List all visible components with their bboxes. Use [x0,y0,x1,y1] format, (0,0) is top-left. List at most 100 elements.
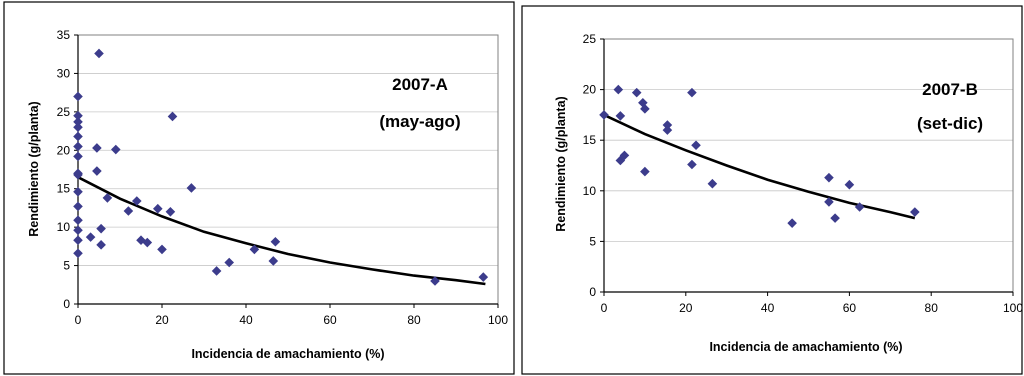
chart-b-x-tick-label: 20 [679,301,693,315]
chart-a-y-tick-label: 5 [63,259,70,273]
chart-b-data-point [640,166,650,177]
chart-a-annotation-year: 2007-A [392,75,448,94]
chart-a-data-point [73,170,83,180]
chart-a-data-point [224,257,234,268]
chart-panel-a: 0 5 10 15 20 25 30 35 0 20 40 60 80 100 Incidencia de… [3,1,515,375]
chart-a-data-point [132,196,142,206]
chart-b-x-tick-label: 100 [1003,301,1023,315]
chart-a-data-point [270,236,281,247]
chart-a-y-tick-label: 15 [57,182,71,196]
chart-b-data-point [824,172,834,183]
chart-a-data-point [73,215,83,226]
chart-a-tick-labels: 0 5 10 15 20 25 30 35 0 20 40 60 80 100 [57,28,509,327]
chart-a-y-tick-label: 25 [57,105,71,119]
chart-b-data-point [615,111,626,121]
chart-a-data-point [73,141,83,152]
chart-a-data-point [73,117,83,127]
chart-a-data-point [85,232,96,242]
chart-b-data-point [691,140,701,151]
chart-b-data-point [854,202,865,212]
chart-a-data-point [73,225,83,236]
chart-b-data-point [662,120,673,130]
chart-a-annotation-period: (may-ago) [379,112,460,131]
chart-a-points [73,48,489,286]
chart-a-y-tick-label: 10 [57,220,71,234]
chart-a-y-tick-label: 20 [57,143,71,157]
chart-a-data-point [153,203,163,214]
chart-a-data-point [123,206,134,216]
chart-a-trendline [77,176,486,286]
chart-a-data-point [249,244,260,255]
chart-a-data-point [167,111,178,122]
chart-a-data-point [102,193,113,203]
chart-b-y-tick-label: 20 [583,83,597,97]
chart-b-points [599,84,920,228]
chart-a-x-tick-label: 20 [155,313,169,327]
chart-a-data-point [430,276,440,286]
chart-b-annotation-period: (set-dic) [917,114,983,133]
chart-a-data-point [186,183,197,193]
chart-a-y-tick-label: 35 [57,28,71,42]
chart-b-data-point [707,178,718,189]
chart-b-y-tick-label: 10 [583,184,597,198]
chart-a-data-point [73,235,83,246]
chart-a-x-tick-label: 0 [75,313,82,327]
chart-a-data-point [73,91,83,102]
chart-a-data-point [73,186,83,197]
chart-panel-b: 0 5 10 15 20 25 0 20 40 60 80 100 Incidencia de ama… [521,5,1024,375]
chart-a-data-point [157,244,167,255]
chart-a-y-axis-label: Rendimiento (g/planta) [27,101,41,236]
chart-b-data-point [640,104,650,114]
chart-b-data-point [631,87,642,98]
chart-a-data-point [165,206,176,217]
chart-b-x-axis-label: Incidencia de amachamiento (%) [709,340,902,354]
chart-b-data-point [619,150,630,161]
chart-b-tick-labels: 0 5 10 15 20 25 0 20 40 60 80 100 [583,32,1024,315]
chart-a-data-point [92,143,102,153]
chart-b-data-point [613,84,624,95]
chart-b-data-point [910,207,920,217]
chart-b-data-point [844,179,855,190]
chart-b-y-tick-label: 0 [589,285,596,299]
chart-b-frame [521,5,1023,375]
chart-b-data-point [615,155,626,166]
chart-a-data-point [111,144,121,155]
chart-a-x-axis-label: Incidencia de amachamiento (%) [191,347,384,361]
chart-a-data-point [73,151,83,162]
chart-a-data-point [268,256,279,266]
chart-a-data-point [73,131,83,142]
chart-b-y-axis-label: Rendimiento (g/planta) [554,96,568,231]
chart-a-data-point [478,272,489,282]
chart-a-x-tick-label: 80 [407,313,421,327]
chart-a-x-tick-label: 100 [488,313,508,327]
chart-b-data-point [662,125,673,135]
chart-b-axes [600,38,1014,296]
chart-b-data-point [599,110,609,120]
chart-a-frame [3,1,515,375]
chart-b-data-point [687,159,697,170]
chart-b-trendline [603,113,916,220]
chart-a-data-point [73,248,83,259]
chart-b-data-point [787,218,797,228]
chart-b-x-tick-label: 40 [761,301,775,315]
chart-a-y-tick-label: 0 [63,297,70,311]
chart-b-x-tick-label: 0 [601,301,608,315]
chart-b-data-point [824,197,834,207]
chart-a-trendline-path [77,176,486,286]
chart-a-data-point [92,166,102,176]
chart-a-data-point [73,201,83,212]
chart-b-y-tick-label: 25 [583,32,597,46]
chart-b-trendline-path [603,113,916,220]
chart-a-data-point [142,237,153,248]
chart-b-y-tick-label: 5 [589,234,596,248]
chart-a-data-point [94,48,104,59]
chart-b-data-point [830,213,840,223]
chart-a-x-tick-label: 60 [323,313,337,327]
chart-a-data-point [73,122,83,133]
chart-b-annotation-year: 2007-B [922,80,978,99]
chart-a-data-point [73,110,83,121]
chart-b-x-tick-label: 60 [843,301,857,315]
chart-a-data-point [96,240,106,250]
chart-b-data-point [687,87,697,98]
